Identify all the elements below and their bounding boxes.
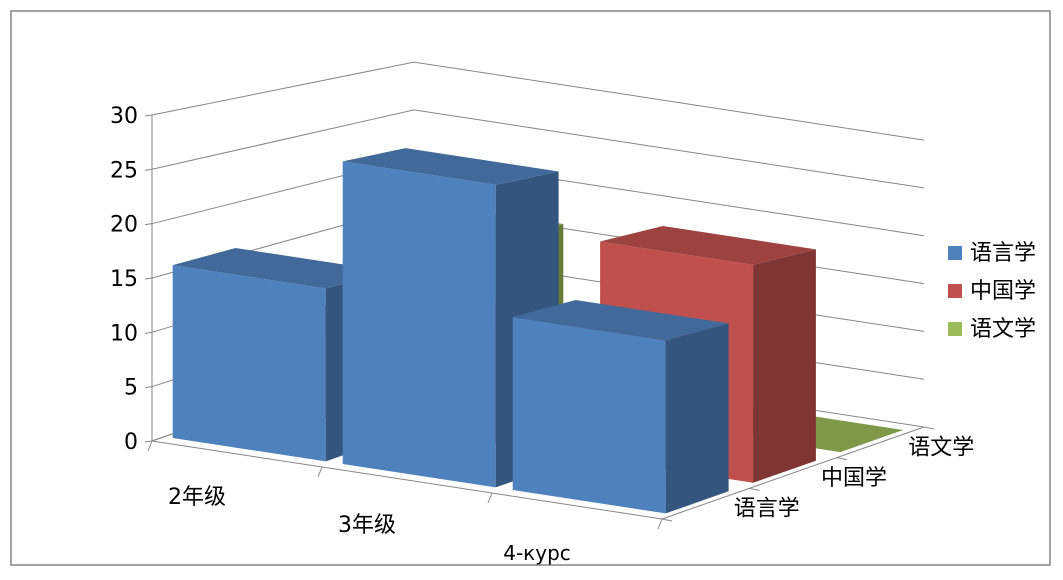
bar-1-2-top xyxy=(342,148,559,185)
depth-label-1: 中国学 xyxy=(821,466,887,491)
depth-tick-1 xyxy=(749,487,760,491)
legend-swatch-2 xyxy=(948,322,962,336)
bars xyxy=(172,148,904,514)
bar-1-1-top xyxy=(172,248,389,289)
y-tick-label-5: 25 xyxy=(110,158,138,183)
depth-tick-3 xyxy=(923,426,935,430)
gridline-5 xyxy=(151,109,925,189)
y-tick-0 xyxy=(144,440,153,443)
y-tick-5 xyxy=(144,168,153,171)
x-tick-label-2: 4-курс xyxy=(503,541,571,565)
y-tick-4 xyxy=(144,223,153,226)
x-tick-label-0: 2年级 xyxy=(168,485,226,510)
bar-1-3-top xyxy=(512,300,729,341)
bar-1-3-front xyxy=(512,317,666,514)
y-tick-label-2: 10 xyxy=(110,321,138,346)
bar-2-3-top xyxy=(600,226,816,265)
x-tick-0 xyxy=(147,440,153,452)
depth-label-2: 语文学 xyxy=(908,435,974,460)
x-tick-labels: 2年级 3年级 4-курс xyxy=(168,485,571,565)
depth-tick-0 xyxy=(661,518,673,522)
y-tick-2 xyxy=(144,331,153,334)
depth-axis xyxy=(661,426,925,520)
y-tick-6 xyxy=(144,114,153,117)
legend-swatch-1 xyxy=(948,284,962,298)
y-tick-label-0: 0 xyxy=(124,430,138,455)
y-tick-label-3: 15 xyxy=(110,267,138,292)
category-axis xyxy=(151,440,663,520)
y-tick-3 xyxy=(144,277,153,280)
legend-label-1: 中国学 xyxy=(970,279,1036,304)
legend-swatch-0 xyxy=(948,246,962,260)
legend: 语言学 中国学 语文学 xyxy=(948,241,1036,342)
y-tick-label-4: 20 xyxy=(110,213,138,238)
legend-label-2: 语文学 xyxy=(970,317,1036,342)
bar-2-3-side xyxy=(753,249,816,483)
depth-label-0: 语言学 xyxy=(734,497,800,522)
depth-tick-2 xyxy=(836,457,847,461)
bar-1-1-front xyxy=(172,265,326,462)
x-tick-2 xyxy=(487,492,493,504)
bar-1-3-side xyxy=(665,323,729,514)
x-tick-3 xyxy=(657,518,663,530)
bar-1-2-front xyxy=(342,161,496,488)
legend-label-0: 语言学 xyxy=(970,241,1036,266)
bar-1-3 xyxy=(512,300,729,514)
y-tick-label-1: 5 xyxy=(124,376,138,401)
x-tick-label-1: 3年级 xyxy=(338,513,396,538)
depth-labels: 语言学 中国学 语文学 xyxy=(734,435,975,521)
y-tick-labels: 0 5 10 15 20 25 30 xyxy=(110,104,138,455)
gridline-6 xyxy=(151,61,925,141)
x-tick-1 xyxy=(317,466,323,478)
y-tick-label-6: 30 xyxy=(110,104,138,129)
y-tick-1 xyxy=(144,386,153,389)
